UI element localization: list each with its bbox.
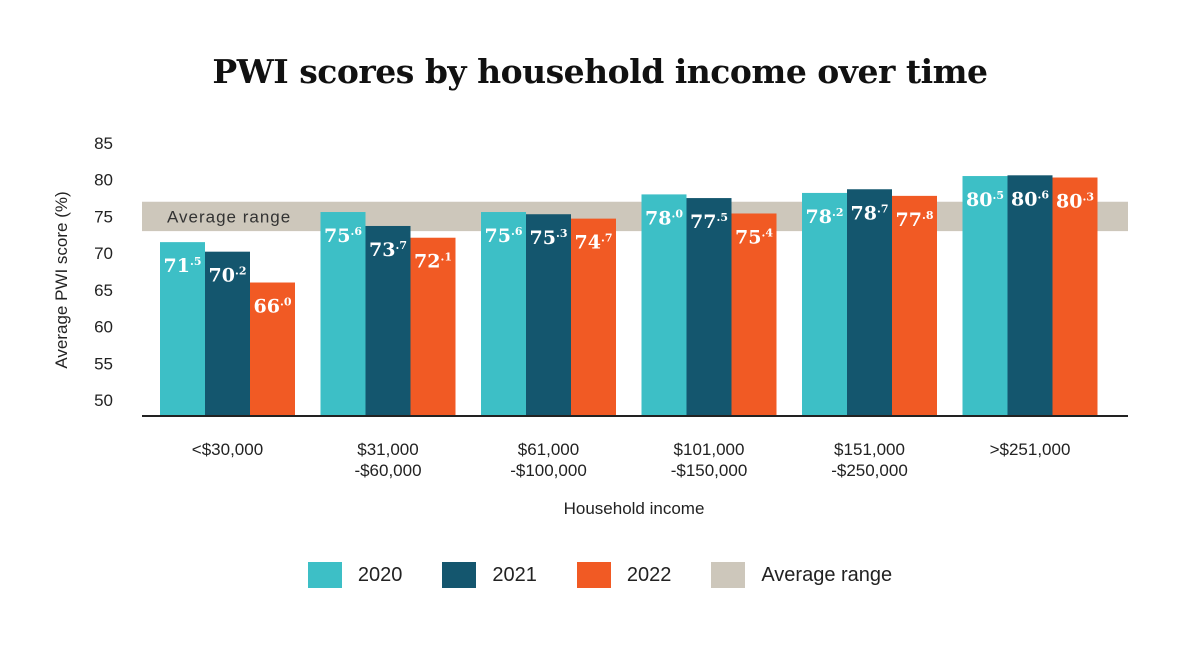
- bar-2020-0: [160, 242, 205, 416]
- legend-swatch-2021: [442, 562, 477, 588]
- y-tick-label: 80: [94, 171, 113, 190]
- legend-label-2021: 2021: [492, 563, 537, 586]
- x-category-label: $101,000: [674, 440, 745, 459]
- bar-2022-2: [571, 218, 616, 416]
- legend-swatch-2022: [576, 562, 611, 588]
- bar-2020-4: [802, 192, 847, 416]
- bar-2021-0: [205, 251, 250, 416]
- legend-label-2022: 2022: [626, 563, 672, 586]
- x-category-label: $61,000: [518, 440, 579, 459]
- x-category-label: -$100,000: [510, 461, 587, 480]
- bar-value-label-2021-4: 78.7: [851, 202, 889, 224]
- y-tick-label: 70: [94, 244, 113, 263]
- x-axis-title: Household income: [564, 499, 705, 518]
- average-range-label: Average range: [167, 207, 291, 226]
- legend: 2020 2021 2022 Average range: [0, 562, 1200, 588]
- bar-value-label-2020-2: 75.6: [485, 225, 523, 247]
- bar-2021-2: [526, 214, 571, 416]
- bar-2020-5: [962, 176, 1008, 416]
- bar-value-label-2022-5: 80.3: [1056, 191, 1094, 213]
- bar-2020-2: [481, 212, 526, 416]
- legend-item-2020: 2020: [307, 562, 403, 588]
- bar-2022-1: [410, 237, 456, 416]
- x-category-label: >$251,000: [990, 440, 1071, 459]
- bar-2021-4: [847, 189, 892, 416]
- y-tick-label: 65: [94, 281, 113, 300]
- legend-item-2022: 2022: [576, 562, 672, 588]
- bar-value-label-2021-5: 80.6: [1011, 188, 1049, 210]
- chart-title: PWI scores by household income over time: [212, 52, 988, 91]
- x-category-label: -$60,000: [354, 461, 421, 480]
- bar-value-label-2020-0: 71.5: [164, 255, 202, 277]
- bar-value-label-2022-2: 74.7: [575, 232, 613, 254]
- legend-label-average-range: Average range: [761, 563, 893, 586]
- bar-value-label-2022-4: 77.8: [896, 209, 934, 231]
- y-axis-title: Average PWI score (%): [52, 191, 71, 368]
- bar-value-label-2020-3: 78.0: [645, 207, 683, 229]
- legend-label-2020: 2020: [357, 563, 403, 586]
- bar-2022-5: [1052, 177, 1098, 416]
- bar-value-label-2022-0: 66.0: [254, 296, 292, 318]
- y-tick-label: 60: [94, 318, 113, 337]
- x-category-label: -$250,000: [831, 461, 908, 480]
- bar-2022-3: [731, 213, 777, 416]
- bar-value-label-2021-2: 75.3: [530, 227, 568, 249]
- bar-2022-0: [250, 282, 295, 416]
- x-category-label: $151,000: [834, 440, 905, 459]
- legend-item-average-range: Average range: [711, 562, 892, 588]
- bar-2021-3: [686, 198, 732, 416]
- bar-value-label-2021-1: 73.7: [369, 239, 407, 261]
- legend-item-2021: 2021: [442, 562, 537, 588]
- bars-layer: 71.5 75.6 75.6 78.0 78.2 80.5 70.2 73.7 75.3 77.5…: [160, 175, 1098, 416]
- bar-2020-1: [320, 212, 366, 416]
- bar-value-label-2022-3: 75.4: [735, 226, 773, 248]
- bar-2022-4: [892, 195, 937, 416]
- bar-2020-3: [641, 194, 687, 416]
- bar-2021-5: [1007, 175, 1053, 416]
- bar-value-label-2020-5: 80.5: [966, 189, 1004, 211]
- legend-swatch-2020: [307, 562, 342, 588]
- bar-value-label-2021-3: 77.5: [690, 211, 728, 233]
- y-tick-label: 55: [94, 354, 113, 373]
- bar-value-label-2020-4: 78.2: [806, 206, 844, 228]
- axis-layer: 50 55 60 65 70 75 80 85 Average PWI score (%) <$3…: [52, 134, 1128, 518]
- bar-value-label-2022-1: 72.1: [414, 251, 452, 273]
- legend-swatch-average-range: [711, 562, 746, 588]
- bar-value-label-2021-0: 70.2: [209, 265, 247, 287]
- x-category-label: $31,000: [357, 440, 418, 459]
- y-tick-label: 75: [94, 207, 113, 226]
- bar-value-label-2020-1: 75.6: [324, 225, 362, 247]
- bar-2021-1: [365, 225, 411, 416]
- x-category-label: <$30,000: [192, 440, 263, 459]
- y-tick-label: 85: [94, 134, 113, 153]
- y-tick-label: 50: [94, 391, 113, 410]
- x-category-label: -$150,000: [671, 461, 748, 480]
